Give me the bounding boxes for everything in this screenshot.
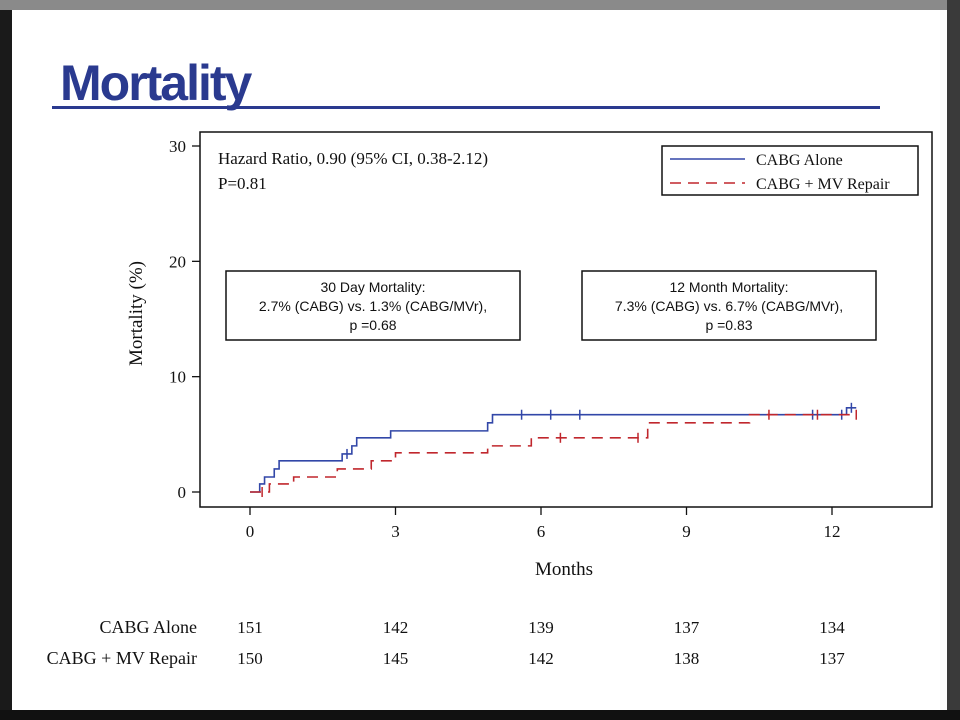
y-tick-label: 0: [178, 483, 187, 502]
annotation-30-day-line1: 30 Day Mortality:: [320, 279, 425, 295]
risk-cell: 137: [819, 649, 845, 668]
annotation-12-month-line2: 7.3% (CABG) vs. 6.7% (CABG/MVr),: [615, 298, 843, 314]
series-line-cabg-mv-repair: [250, 413, 857, 493]
y-axis-label: Mortality (%): [126, 261, 147, 366]
risk-cell: 150: [237, 649, 263, 668]
x-tick-label: 12: [824, 522, 841, 541]
axes-layer: 0 10 20 30 0 3 6 9 12 Months Mortality (%): [126, 131, 933, 580]
legend-label-cabg-mv-repair: CABG + MV Repair: [756, 176, 890, 193]
risk-row-label: CABG + MV Repair: [47, 648, 197, 668]
plot-frame: [199, 131, 933, 508]
risk-cell: 137: [674, 618, 700, 637]
y-tick-label: 20: [169, 252, 186, 271]
annotation-12-month-box: [581, 270, 877, 341]
risk-table: CABG Alone 151 142 139 137 134 CABG + MV Repai…: [47, 617, 846, 668]
x-tick-label: 9: [682, 522, 691, 541]
slide-background: [12, 10, 947, 710]
x-axis-label: Months: [535, 559, 593, 580]
risk-row-label: CABG Alone: [99, 617, 197, 637]
bottom-frame-bar: [0, 710, 960, 720]
risk-cell: 142: [383, 618, 409, 637]
legend: CABG Alone CABG + MV Repair: [661, 145, 919, 196]
slide-title: Mortality: [60, 55, 252, 111]
hazard-ratio-text: Hazard Ratio, 0.90 (95% CI, 0.38-2.12): [218, 149, 488, 168]
annotation-12-month: 12 Month Mortality: 7.3% (CABG) vs. 6.7%…: [581, 270, 877, 341]
x-tick-label: 0: [246, 522, 255, 541]
top-frame-bar: [0, 0, 960, 10]
annotation-30-day-box: [225, 270, 521, 341]
legend-box: [661, 145, 919, 196]
legend-label-cabg-alone: CABG Alone: [756, 152, 843, 169]
p-value-text: P=0.81: [218, 174, 267, 193]
risk-cell: 134: [819, 618, 845, 637]
risk-cell: 145: [383, 649, 409, 668]
annotation-30-day: 30 Day Mortality: 2.7% (CABG) vs. 1.3% (…: [225, 270, 521, 341]
right-frame-bar: [947, 0, 960, 720]
annotation-30-day-line2: 2.7% (CABG) vs. 1.3% (CABG/MVr),: [259, 298, 487, 314]
x-tick-label: 6: [537, 522, 546, 541]
series-line-cabg-alone: [250, 407, 857, 493]
risk-cell: 142: [528, 649, 554, 668]
annotation-12-month-line1: 12 Month Mortality:: [669, 279, 788, 295]
title-underline: [52, 106, 880, 109]
y-tick-label: 10: [169, 368, 186, 387]
risk-cell: 151: [237, 618, 263, 637]
annotation-12-month-line3: p =0.83: [705, 317, 752, 333]
series-layer: [250, 402, 857, 497]
y-tick-label: 30: [169, 137, 186, 156]
risk-cell: 139: [528, 618, 554, 637]
x-tick-label: 3: [391, 522, 400, 541]
annotation-30-day-line3: p =0.68: [349, 317, 396, 333]
risk-cell: 138: [674, 649, 700, 668]
